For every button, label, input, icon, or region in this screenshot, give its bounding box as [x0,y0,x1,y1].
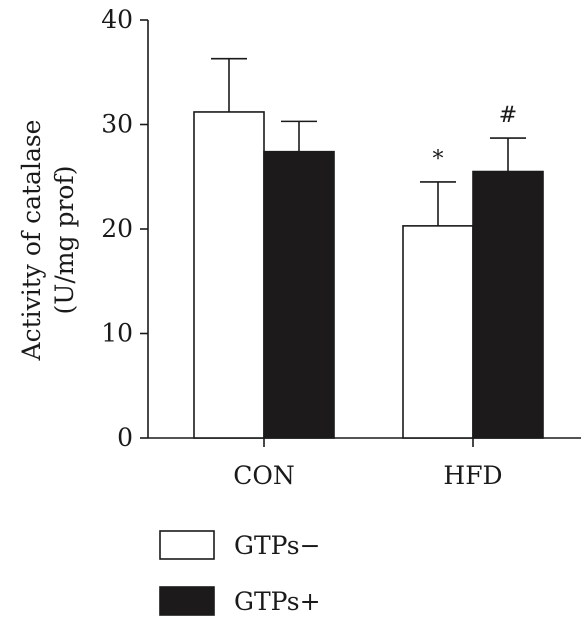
bar-con-gtps-plus [263,150,335,439]
significance-marker: * [433,147,444,172]
legend-swatch-gtps-plus [159,586,215,616]
bar-con-gtps-minus [193,111,265,439]
x-category-label: CON [233,461,295,490]
legend-label-gtps-plus: GTPs+ [234,587,321,616]
y-axis-title-line-1: Activity of catalase [17,120,46,362]
y-tick-label: 20 [101,214,133,243]
y-tick-label: 0 [117,423,133,452]
significance-marker: # [499,103,517,128]
x-category-label: HFD [443,461,502,490]
y-axis-title-line-2: (U/mg prof) [50,166,79,315]
y-tick-label: 40 [101,5,133,34]
bar-hfd-gtps-plus [472,170,544,439]
y-tick-label: 30 [101,110,133,139]
legend-swatch-gtps-minus [159,530,215,560]
plot-area: 0 10 20 30 40 CON * # HFD [101,5,581,490]
legend-label-gtps-minus: GTPs− [234,531,321,560]
y-axis-title: Activity of catalase (U/mg prof) [17,120,79,362]
y-tick-label: 10 [101,319,133,348]
bar-hfd-gtps-minus [402,225,474,439]
legend: GTPs− GTPs+ [159,530,321,616]
